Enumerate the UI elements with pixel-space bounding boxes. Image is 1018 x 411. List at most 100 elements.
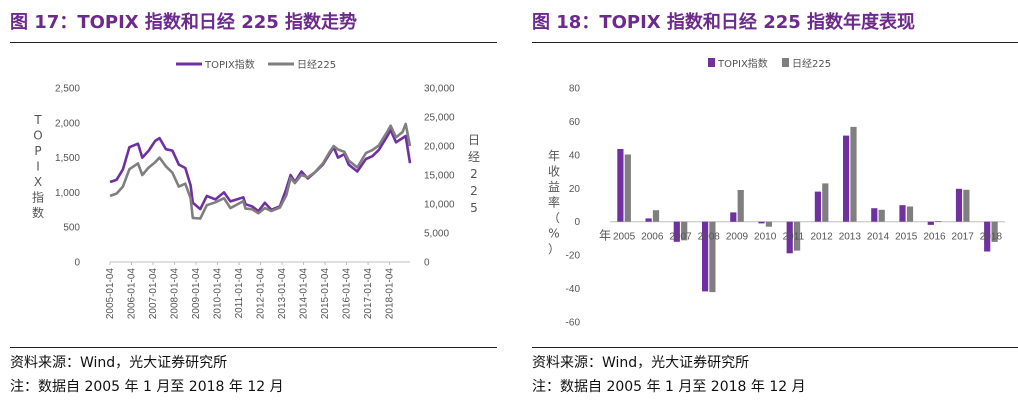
left-panel: 图 17：TOPIX 指数和日经 225 指数走势 0 500 1,000 1,500…	[0, 0, 497, 411]
x-tick-label: 2008-01-04	[170, 268, 181, 320]
x-tick-label: 2011-01-04	[234, 268, 245, 319]
x-tick-label: 2017	[952, 232, 975, 243]
left-y-tick-label: 1,000	[55, 188, 80, 199]
right-y-axis-label-char: 经	[468, 150, 480, 164]
y-tick-label: 60	[569, 117, 581, 128]
nikkei-bar	[624, 154, 631, 222]
left-y-axis-label-char: P	[34, 144, 41, 158]
left-source-text: 资料来源：Wind，光大证券研究所	[10, 355, 228, 371]
x-tick-label: 2009-01-04	[191, 268, 202, 320]
topix-bar	[730, 212, 737, 222]
nikkei-bar	[794, 221, 801, 251]
x-tick-label: 2012	[810, 232, 833, 243]
left-y-tick-label: 2,000	[55, 118, 80, 129]
nikkei-bar	[906, 206, 914, 222]
topix-bar	[645, 218, 652, 222]
y-axis-label-char: （	[548, 211, 560, 225]
x-tick-label: 2007-01-04	[148, 268, 159, 320]
right-figure-title: 图 18：TOPIX 指数和日经 225 指数年度表现	[532, 12, 916, 33]
left-y-axis-label-char: T	[33, 113, 42, 127]
nikkei-bar	[765, 221, 772, 227]
x-tick-label: 2015	[895, 232, 918, 243]
nikkei-bar	[681, 221, 688, 241]
right-y-tick-label: 30,000	[424, 84, 455, 95]
right-y-axis-label-char: 2	[470, 184, 478, 198]
right-y-axis-label-char: 日	[468, 133, 480, 147]
y-tick-label: 80	[569, 84, 581, 95]
y-tick-label: 40	[569, 150, 581, 161]
x-tick-label: 2014-01-04	[299, 268, 310, 320]
topix-bar	[899, 205, 906, 222]
y-axis-label-char: %	[548, 227, 559, 241]
right-y-axis-label-char: 5	[470, 201, 478, 215]
topix-bar	[814, 191, 821, 222]
topix-series-line	[109, 128, 412, 213]
nikkei-bar	[850, 126, 857, 222]
x-tick-label: 2013	[839, 232, 862, 243]
x-tick-label: 2015-01-04	[320, 268, 331, 320]
left-y-axis-label-char: 数	[32, 205, 44, 220]
topix-bar	[617, 149, 624, 222]
x-tick-label: 2009	[726, 232, 749, 243]
right-title-rule	[532, 42, 1018, 43]
y-axis-label-char: 年	[548, 149, 560, 163]
topix-bar	[871, 208, 878, 222]
topix-bar	[927, 221, 934, 225]
x-tick-label: 2012-01-04	[256, 268, 267, 320]
x-tick-label: 2008	[698, 232, 721, 243]
legend-label: TOPIX指数	[717, 57, 768, 70]
nikkei-bar	[878, 209, 885, 222]
x-tick-label: 2013-01-04	[277, 268, 288, 320]
left-y-axis-label-char: I	[36, 160, 40, 174]
left-y-tick-label: 0	[74, 258, 80, 269]
nikkei-bar	[737, 190, 744, 222]
topix-bar	[955, 188, 963, 222]
right-note-text: 注：数据自 2005 年 1 月至 2018 年 12 月	[532, 379, 806, 395]
right-y-tick-label: 0	[424, 258, 430, 269]
left-title-rule	[10, 42, 497, 43]
right-y-tick-label: 10,000	[424, 200, 455, 211]
y-axis-label-char: ）	[548, 242, 560, 256]
right-y-tick-label: 20,000	[424, 142, 455, 153]
y-tick-label: -40	[566, 284, 581, 295]
x-tick-label: 2006	[641, 232, 664, 243]
left-y-tick-label: 1,500	[55, 153, 80, 164]
nikkei-bar	[709, 221, 716, 293]
x-tick-label: 2011	[783, 232, 805, 243]
x-axis-label: 年	[599, 229, 611, 243]
left-footer-rule	[10, 347, 497, 348]
x-tick-label: 2010-01-04	[213, 268, 224, 320]
x-tick-label: 2014	[867, 232, 890, 243]
left-y-axis-label-char: X	[34, 175, 42, 189]
line-chart: 0 500 1,000 1,500 2,000 2,500 0 5,000 10,000 15,0…	[32, 58, 480, 320]
x-tick-label: 2005-01-04	[105, 268, 116, 320]
topix-bar	[673, 221, 680, 242]
left-y-tick-label: 500	[63, 223, 80, 234]
x-tick-label: 2017-01-04	[363, 268, 374, 320]
x-tick-label: 2010	[754, 232, 777, 243]
right-source-text: 资料来源：Wind，光大证券研究所	[532, 355, 750, 371]
left-figure-title: 图 17：TOPIX 指数和日经 225 指数走势	[10, 12, 358, 33]
right-panel: 图 18：TOPIX 指数和日经 225 指数年度表现 -60 -40 -20 0 20…	[522, 0, 1018, 411]
y-axis-label-char: 益	[548, 180, 560, 194]
nikkei-bar	[652, 210, 660, 222]
x-tick-label: 2006-01-04	[127, 268, 138, 320]
nikkei-bar	[963, 189, 970, 222]
legend-label: 日经225	[792, 57, 831, 70]
topix-bar	[984, 221, 991, 252]
topix-bar	[758, 221, 765, 224]
nikkei-series-line	[109, 122, 412, 220]
right-y-tick-label: 5,000	[424, 229, 449, 240]
y-axis-label-char: 收	[548, 165, 560, 179]
x-tick-label: 2018	[980, 232, 1003, 243]
nikkei-bar	[935, 221, 942, 222]
right-y-axis-label-char: 2	[470, 167, 478, 181]
right-y-tick-label: 15,000	[424, 171, 455, 182]
nikkei-bar	[822, 183, 829, 222]
topix-bar	[786, 221, 793, 254]
x-tick-label: 2007	[669, 232, 692, 243]
y-tick-label: -20	[566, 251, 581, 262]
left-note-text: 注：数据自 2005 年 1 月至 2018 年 12 月	[10, 379, 284, 395]
nikkei-bar	[991, 221, 998, 242]
